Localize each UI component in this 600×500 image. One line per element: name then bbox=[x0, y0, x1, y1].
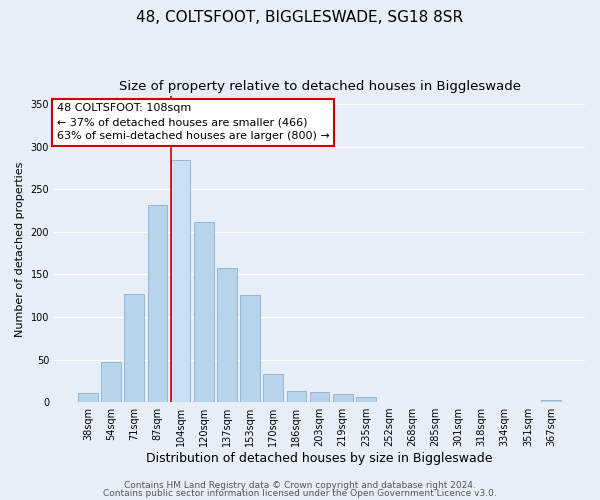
Bar bbox=[194, 222, 214, 402]
Bar bbox=[124, 294, 144, 402]
Text: Contains HM Land Registry data © Crown copyright and database right 2024.: Contains HM Land Registry data © Crown c… bbox=[124, 481, 476, 490]
Y-axis label: Number of detached properties: Number of detached properties bbox=[15, 161, 25, 336]
Text: 48, COLTSFOOT, BIGGLESWADE, SG18 8SR: 48, COLTSFOOT, BIGGLESWADE, SG18 8SR bbox=[136, 10, 464, 25]
Bar bbox=[541, 400, 561, 402]
Bar bbox=[333, 394, 353, 402]
Bar bbox=[78, 392, 98, 402]
Bar bbox=[240, 295, 260, 402]
Text: Contains public sector information licensed under the Open Government Licence v3: Contains public sector information licen… bbox=[103, 488, 497, 498]
X-axis label: Distribution of detached houses by size in Biggleswade: Distribution of detached houses by size … bbox=[146, 452, 493, 465]
Bar bbox=[356, 397, 376, 402]
Bar bbox=[287, 391, 306, 402]
Bar bbox=[217, 268, 237, 402]
Bar bbox=[310, 392, 329, 402]
Bar bbox=[148, 206, 167, 402]
Bar bbox=[171, 160, 190, 402]
Text: 48 COLTSFOOT: 108sqm
← 37% of detached houses are smaller (466)
63% of semi-deta: 48 COLTSFOOT: 108sqm ← 37% of detached h… bbox=[56, 103, 329, 141]
Title: Size of property relative to detached houses in Biggleswade: Size of property relative to detached ho… bbox=[119, 80, 521, 93]
Bar bbox=[263, 374, 283, 402]
Bar bbox=[101, 362, 121, 402]
